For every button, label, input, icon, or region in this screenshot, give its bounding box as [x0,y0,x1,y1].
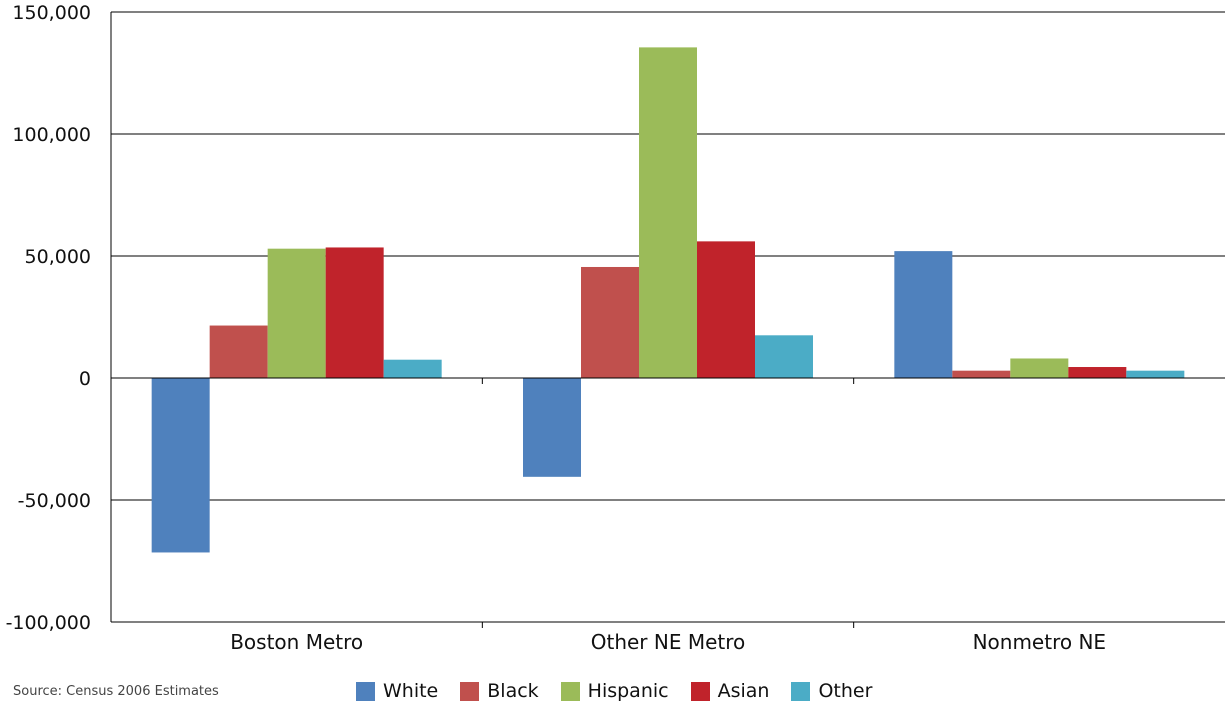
legend-label: Hispanic [587,680,669,702]
bar-asian [697,241,755,378]
legend-item-white: White [356,680,438,702]
bars [151,47,1185,553]
legend-label: Black [487,680,539,702]
y-tick-label: 150,000 [12,2,91,24]
bar-black [209,325,268,378]
bar-white [523,378,581,477]
y-tick-label: -100,000 [6,612,91,634]
legend: White Black Hispanic Asian Other [356,680,894,702]
axes [110,12,1225,628]
y-tick-label: 0 [79,368,91,390]
bar-asian [1068,367,1127,378]
legend-swatch [690,681,710,701]
bar-hispanic [267,248,326,378]
bar-hispanic [639,47,697,378]
bar-black [581,266,639,378]
legend-label: White [383,680,439,702]
bar-white [894,251,953,378]
legend-swatch [356,681,375,701]
bar-other [1126,370,1185,378]
legend-label: Other [818,680,873,702]
bar-asian [325,247,384,378]
legend-swatch [560,681,580,701]
source-note: Source: Census 2006 Estimates [13,684,219,699]
bar-black [952,370,1011,378]
y-tick-label: 100,000 [12,124,91,146]
legend-item-hispanic: Hispanic [560,680,669,702]
y-tick-label: -50,000 [18,490,91,512]
legend-item-other: Other [791,680,872,702]
axis-labels: -100,000 -50,000 0 50,000 100,000 150,000 Bost… [6,2,1107,654]
bar-other [383,359,442,378]
legend-swatch [791,681,811,701]
bar-white [151,378,210,553]
x-tick-label: Other NE Metro [591,630,746,654]
bar-hispanic [1010,358,1069,378]
y-tick-label: 50,000 [25,246,91,268]
legend-item-black: Black [460,680,539,702]
x-tick-label: Boston Metro [230,630,363,654]
bar-chart: -100,000 -50,000 0 50,000 100,000 150,000 Bost… [6,2,1225,654]
bar-other [755,335,813,378]
legend-label: Asian [717,680,770,702]
x-tick-label: Nonmetro NE [973,630,1106,654]
legend-item-asian: Asian [690,680,770,702]
legend-swatch [460,681,480,701]
